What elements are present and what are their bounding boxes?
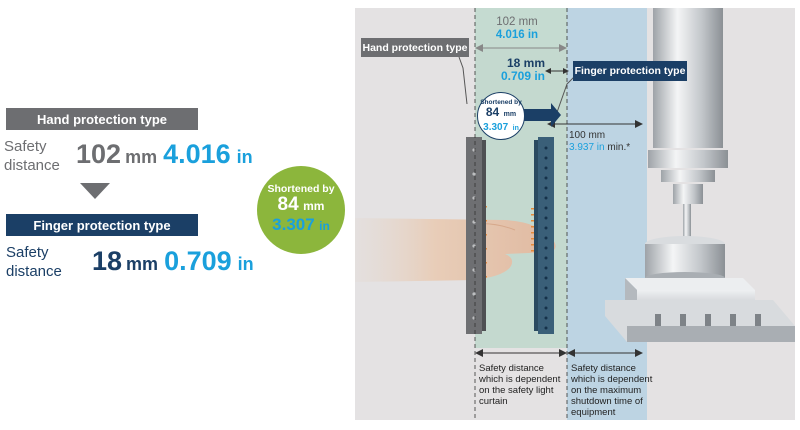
finger-protection-header: Finger protection type <box>6 214 198 236</box>
finger-protection-tag: Finger protection type <box>573 61 687 81</box>
machine-dim-in-row: 3.937 in min.* <box>569 142 630 154</box>
small-shortened-label: Shortened by <box>480 99 522 106</box>
hand-mm-unit: mm <box>125 147 158 167</box>
shortened-in: 3.307 in <box>272 215 330 234</box>
machine-dim-suffix: min.* <box>607 142 631 153</box>
scene-panel: 102 mm 4.016 in Hand protection type Fin… <box>355 8 795 420</box>
bottom-left-note: Safety distance which is dependent on th… <box>479 363 561 407</box>
shortened-arrow <box>521 103 561 127</box>
top-dim-mm: 102 mm <box>496 16 538 28</box>
finger-dim-mm: 18 mm <box>506 56 545 70</box>
hand-protection-tag: Hand protection type <box>361 38 469 57</box>
machine-table <box>627 326 795 342</box>
finger-dim-in: 0.709 in <box>500 69 545 83</box>
top-dimension-label: 102 mm 4.016 in <box>487 16 547 42</box>
shortened-by-label: Shortened by <box>267 183 335 195</box>
finger-mm-value: 18 <box>92 246 123 276</box>
light-beams-finger <box>531 208 534 252</box>
dimension-arrows <box>475 44 643 357</box>
small-shortened-mm: 84 mm <box>485 105 517 119</box>
machine-dim-in: 3.937 in <box>569 142 605 153</box>
finger-mm-unit: mm <box>126 254 159 274</box>
small-shortened-circle: Shortened by 84 mm 3.307 in <box>477 92 525 140</box>
finger-dimension-label: 18 mm 0.709 in <box>489 57 545 83</box>
reference-lines <box>474 8 568 420</box>
hand-light-curtain <box>466 137 482 334</box>
small-shortened-in: 3.307 in <box>483 122 519 133</box>
hand-mm-value: 102 <box>76 139 122 169</box>
shortened-mm: 84 mm <box>277 194 325 215</box>
machine-dim-mm: 100 mm <box>569 130 606 141</box>
finger-in-unit: in <box>237 254 254 274</box>
machine-dimension-label: 100 mm 3.937 in min.* <box>569 130 630 154</box>
spindle-drill <box>683 204 691 238</box>
hand-graphic <box>355 218 556 282</box>
hand-protection-header: Hand protection type <box>6 108 198 130</box>
top-dim-in: 4.016 in <box>495 29 539 41</box>
hand-safety-distance-value: 102 mm 4.016 in <box>76 139 253 170</box>
shortened-by-circle: Shortened by 84 mm 3.307 in <box>257 166 345 254</box>
finger-light-curtain <box>538 137 554 334</box>
finger-safety-distance-label: Safety distance <box>6 244 62 280</box>
upper-zone <box>475 8 567 48</box>
table-slots <box>655 314 761 326</box>
hand-in-unit: in <box>236 147 253 167</box>
finger-in-value: 0.709 <box>164 246 232 276</box>
hand-safety-distance-label: Safety distance <box>4 138 60 174</box>
down-arrow-icon <box>80 183 110 199</box>
bottom-right-note: Safety distance which is dependent on th… <box>571 363 653 418</box>
hand-in-value: 4.016 <box>163 139 231 169</box>
finger-safety-distance-value: 18 mm 0.709 in <box>92 246 254 277</box>
